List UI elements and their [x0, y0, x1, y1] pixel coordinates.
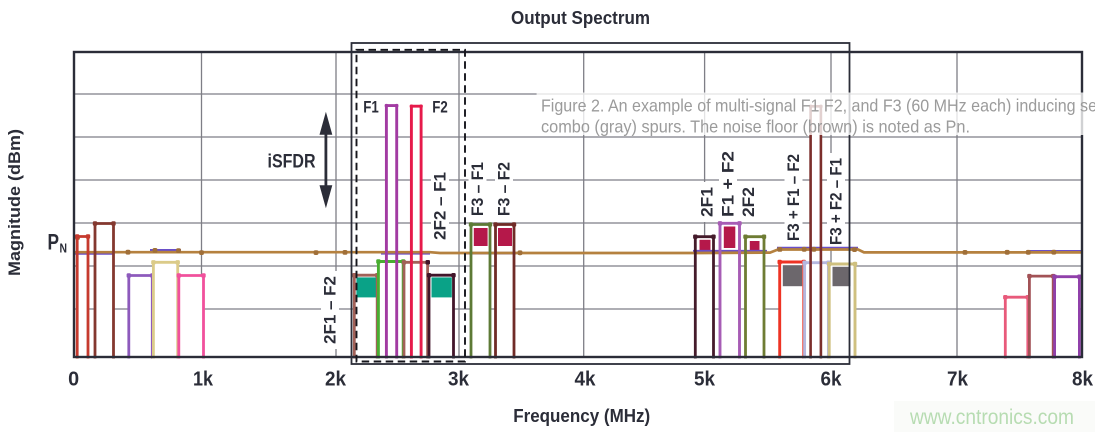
svg-text:2F2: 2F2 — [740, 187, 758, 217]
svg-text:combo (gray) spurs. The noise: combo (gray) spurs. The noise floor (bro… — [541, 117, 970, 137]
svg-text:iSFDR: iSFDR — [268, 151, 316, 173]
svg-text:2F1 – F2: 2F1 – F2 — [322, 276, 340, 344]
svg-text:Figure 2. An example of multi-: Figure 2. An example of multi-signal F1 … — [541, 96, 1095, 116]
svg-text:F3 + F1 – F2: F3 + F1 – F2 — [785, 154, 803, 241]
svg-text:www.cntronics.com: www.cntronics.com — [909, 405, 1074, 429]
svg-text:Frequency (MHz): Frequency (MHz) — [513, 405, 650, 426]
svg-text:6k: 6k — [821, 369, 843, 391]
svg-text:F3 + F2 – F1: F3 + F2 – F1 — [828, 158, 846, 245]
svg-text:F1 + F2: F1 + F2 — [720, 151, 738, 217]
svg-text:8k: 8k — [1072, 369, 1094, 391]
svg-text:0: 0 — [68, 369, 79, 391]
svg-text:N: N — [60, 241, 68, 256]
svg-text:1k: 1k — [193, 369, 214, 391]
svg-text:P: P — [48, 229, 60, 254]
svg-text:F1: F1 — [363, 98, 379, 117]
svg-text:4k: 4k — [575, 369, 597, 391]
svg-text:2F1: 2F1 — [699, 187, 717, 217]
svg-text:7k: 7k — [947, 369, 969, 391]
svg-text:F2: F2 — [432, 98, 448, 117]
svg-text:3k: 3k — [448, 369, 470, 391]
svg-text:Output Spectrum: Output Spectrum — [511, 7, 650, 28]
svg-text:F3 – F1: F3 – F1 — [469, 162, 487, 216]
svg-text:Magnitude (dBm): Magnitude (dBm) — [6, 129, 24, 276]
svg-text:5k: 5k — [694, 369, 716, 391]
svg-text:2F2 – F1: 2F2 – F1 — [432, 172, 450, 240]
svg-text:F3 – F2: F3 – F2 — [496, 162, 514, 216]
svg-text:2k: 2k — [325, 369, 347, 391]
